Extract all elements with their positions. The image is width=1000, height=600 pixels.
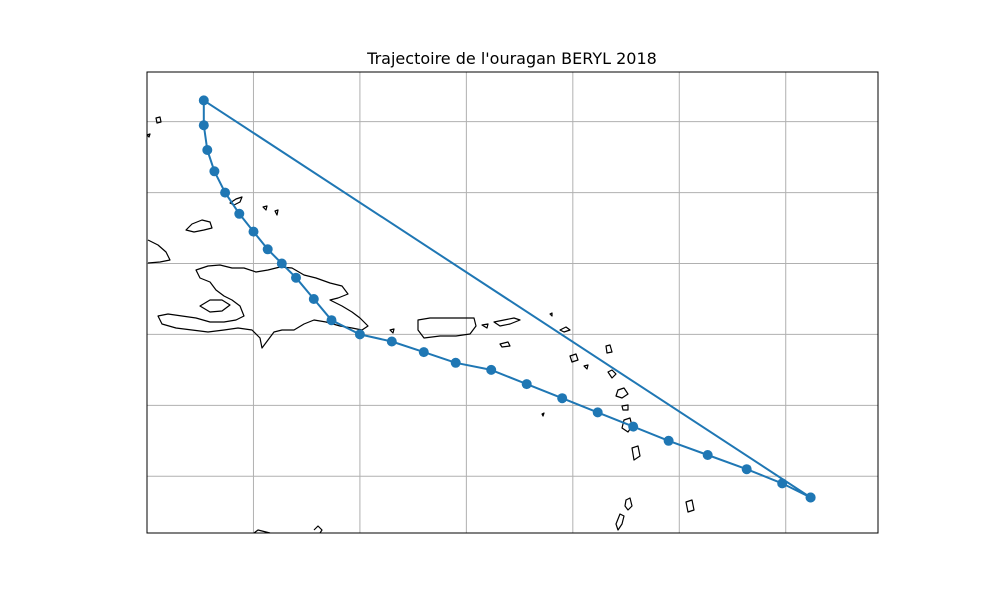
coastline-island xyxy=(631,445,641,461)
track-point xyxy=(234,208,245,219)
coastlines xyxy=(146,116,695,534)
coastline-island xyxy=(615,513,625,531)
track-point xyxy=(262,244,273,255)
coastline-island xyxy=(481,323,489,329)
coastline-guadeloupe xyxy=(615,387,629,399)
track-point xyxy=(418,347,429,358)
track-point xyxy=(741,464,752,475)
track-points xyxy=(198,95,816,503)
coastline-guadeloupe xyxy=(607,369,617,379)
coastline-island xyxy=(262,205,268,211)
coastline-island xyxy=(549,312,553,317)
coastline-island xyxy=(274,209,279,216)
track-point xyxy=(198,95,209,106)
track-point xyxy=(386,336,397,347)
coastline-puerto-rico xyxy=(417,317,477,339)
track-point xyxy=(220,187,231,198)
coastline-cuba xyxy=(147,239,171,264)
track-point xyxy=(628,421,639,432)
track-point xyxy=(291,272,301,283)
coastline-virgin-islands xyxy=(493,317,521,327)
coastline-barbados xyxy=(685,499,695,513)
track-point xyxy=(450,357,461,368)
coastline-island xyxy=(583,364,589,370)
track-point xyxy=(592,407,603,418)
track-point xyxy=(702,450,713,460)
map-plot-area xyxy=(146,71,879,534)
coastline-island xyxy=(559,326,571,333)
track-point xyxy=(209,166,220,177)
coastline-island xyxy=(605,344,613,354)
coastline-island xyxy=(569,353,579,363)
track-point xyxy=(308,294,319,304)
coastline-island xyxy=(146,133,151,138)
coastline-island xyxy=(313,525,323,534)
coastline-island xyxy=(541,412,545,417)
track-point xyxy=(326,315,337,326)
coastline-island xyxy=(155,116,162,124)
track-point xyxy=(557,393,568,404)
coastline-island xyxy=(389,328,395,334)
coastline-island xyxy=(624,497,633,511)
coastline-island xyxy=(499,341,511,348)
track-point xyxy=(276,258,287,269)
coastline-hispaniola xyxy=(157,264,369,349)
graticule xyxy=(147,72,878,533)
track-point xyxy=(521,379,532,390)
coastline-jamaica xyxy=(199,299,231,313)
chart-title: Trajectoire de l'ouragan BERYL 2018 xyxy=(366,49,657,68)
map-frame xyxy=(146,71,879,534)
hurricane-track xyxy=(198,95,816,503)
track-point xyxy=(663,435,674,446)
coastline-island xyxy=(621,404,629,411)
coastline-island xyxy=(185,219,213,233)
track-point xyxy=(248,226,259,237)
track-point xyxy=(486,364,497,375)
track-point xyxy=(805,492,816,503)
track-point xyxy=(354,329,365,340)
track-point xyxy=(198,120,209,131)
track-point xyxy=(777,478,788,489)
track-point xyxy=(202,145,213,155)
